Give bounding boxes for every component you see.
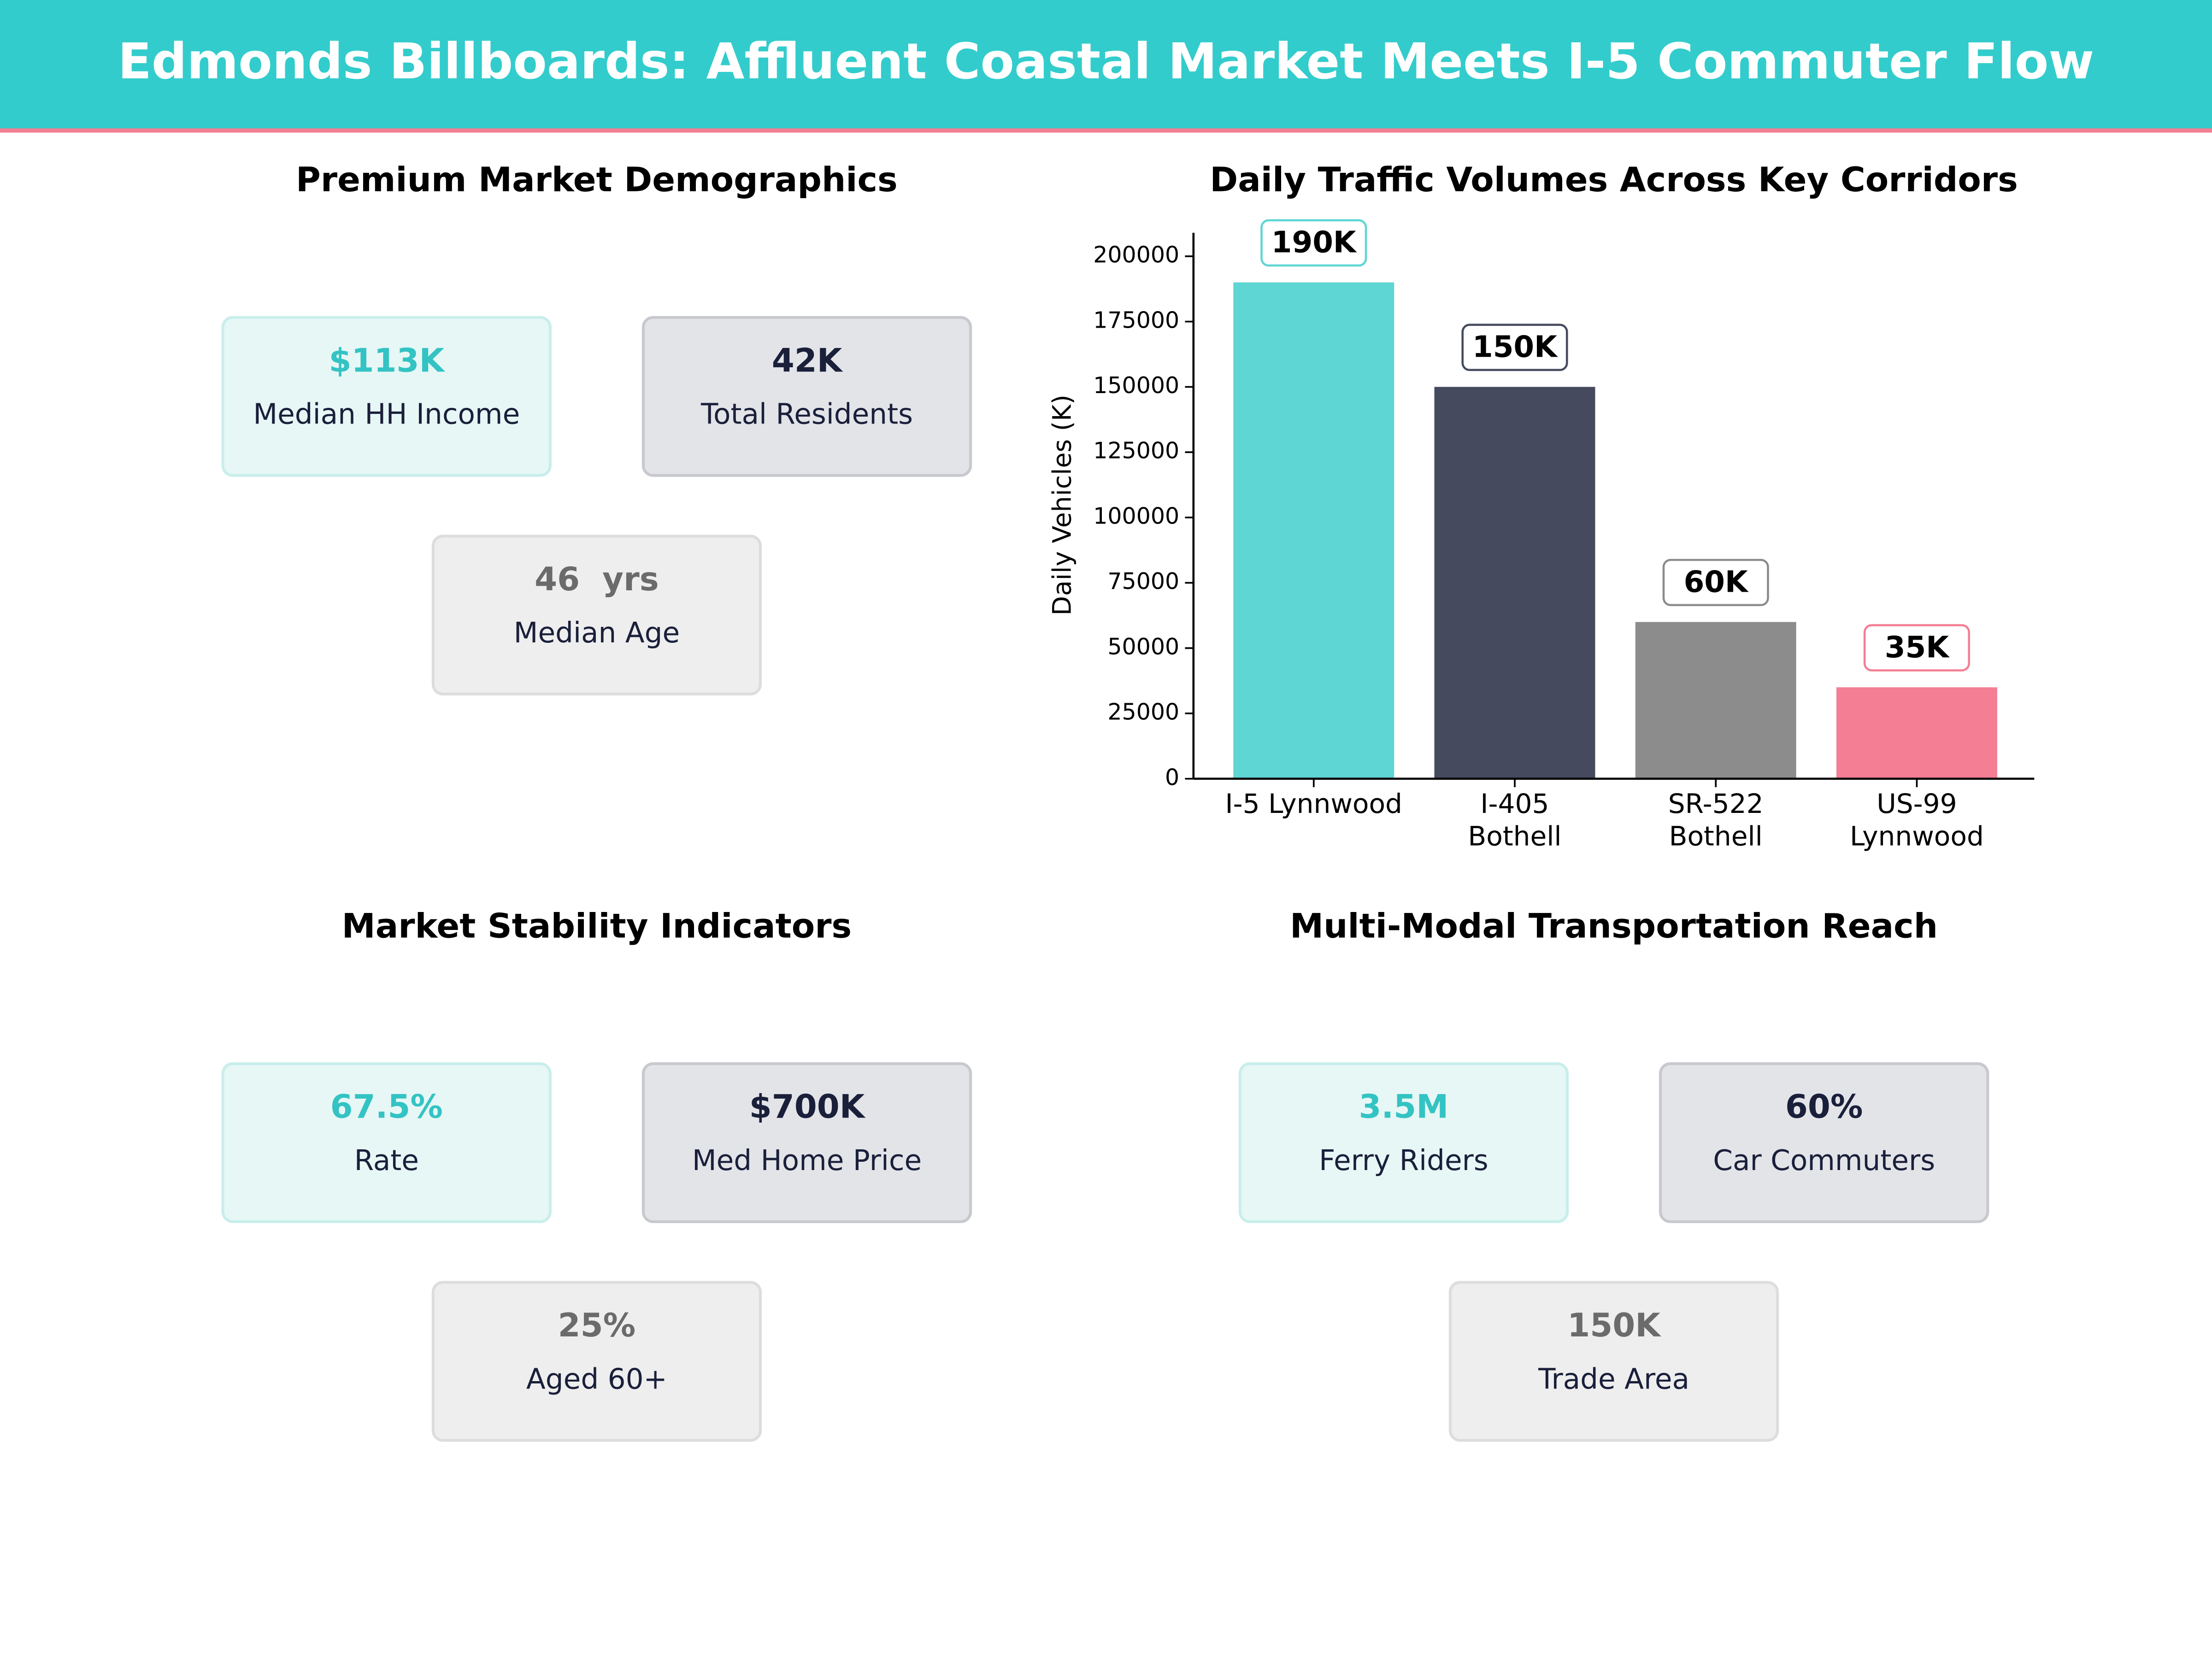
kpi-value: 25%: [558, 1306, 635, 1344]
header-rule: [0, 128, 2212, 133]
kpi-value: 46 yrs: [535, 560, 659, 598]
x-tick-label: I-5 Lynnwood: [1225, 788, 1402, 819]
y-axis-label: Daily Vehicles (K): [1047, 394, 1077, 615]
kpi-label: Ferry Riders: [1319, 1144, 1488, 1177]
kpi-value: 42K: [772, 341, 843, 379]
kpi-label: Med Home Price: [692, 1144, 922, 1177]
bar: [1434, 387, 1595, 779]
header-bar: [0, 0, 2212, 130]
panel-title: Premium Market Demographics: [296, 160, 898, 200]
kpi-value: 150K: [1567, 1306, 1661, 1344]
y-tick-label: 150000: [1093, 372, 1179, 399]
value-label-box: [1863, 624, 1970, 671]
kpi-label: Total Residents: [700, 398, 913, 431]
kpi-card: [1238, 1062, 1569, 1224]
kpi-card: [641, 316, 972, 477]
value-label: 60K: [1684, 565, 1749, 600]
y-tick-label: 0: [1165, 764, 1179, 790]
page-title: Edmonds Billboards: Affluent Coastal Mar…: [118, 33, 2094, 90]
kpi-value: $113K: [329, 341, 446, 379]
kpi-value: 3.5M: [1359, 1088, 1449, 1126]
bar: [1635, 622, 1796, 779]
kpi-card: [1448, 1281, 1779, 1442]
x-tick-label: US-99 Lynnwood: [1850, 788, 1984, 852]
value-label-box: [1461, 324, 1568, 371]
kpi-card: [221, 316, 552, 477]
value-label: 150K: [1472, 329, 1558, 364]
value-label-box: [1662, 559, 1769, 606]
kpi-label: Median HH Income: [253, 398, 520, 431]
kpi-card: [221, 1062, 552, 1224]
kpi-card: [431, 1281, 762, 1442]
kpi-card: [431, 535, 762, 696]
y-tick-label: 100000: [1093, 503, 1179, 529]
bar: [1233, 282, 1394, 779]
kpi-card: [641, 1062, 972, 1224]
kpi-label: Aged 60+: [526, 1363, 667, 1396]
kpi-label: Trade Area: [1538, 1363, 1689, 1396]
chart-title: Daily Traffic Volumes Across Key Corrido…: [1210, 160, 2018, 200]
kpi-label: Car Commuters: [1713, 1144, 1935, 1177]
y-tick-label: 175000: [1093, 307, 1179, 333]
y-tick-label: 75000: [1107, 568, 1179, 594]
y-tick-label: 25000: [1107, 699, 1179, 725]
kpi-label: Median Age: [514, 617, 680, 649]
value-label: 190K: [1271, 225, 1357, 260]
x-tick-label: SR-522 Bothell: [1668, 788, 1764, 852]
kpi-value: 60%: [1785, 1088, 1863, 1126]
y-tick-label: 50000: [1107, 634, 1179, 660]
kpi-label: Rate: [354, 1144, 419, 1177]
kpi-card: [1659, 1062, 1989, 1224]
kpi-value: 67.5%: [330, 1088, 443, 1126]
panel-title: Multi-Modal Transportation Reach: [1290, 906, 1938, 946]
kpi-value: $700K: [749, 1088, 866, 1126]
x-tick-label: I-405 Bothell: [1468, 788, 1561, 852]
value-label: 35K: [1885, 630, 1950, 665]
value-label-box: [1260, 219, 1367, 267]
y-tick-label: 125000: [1093, 438, 1179, 464]
bar: [1836, 687, 1997, 779]
y-tick-label: 200000: [1093, 242, 1179, 268]
panel-title: Market Stability Indicators: [342, 906, 852, 946]
